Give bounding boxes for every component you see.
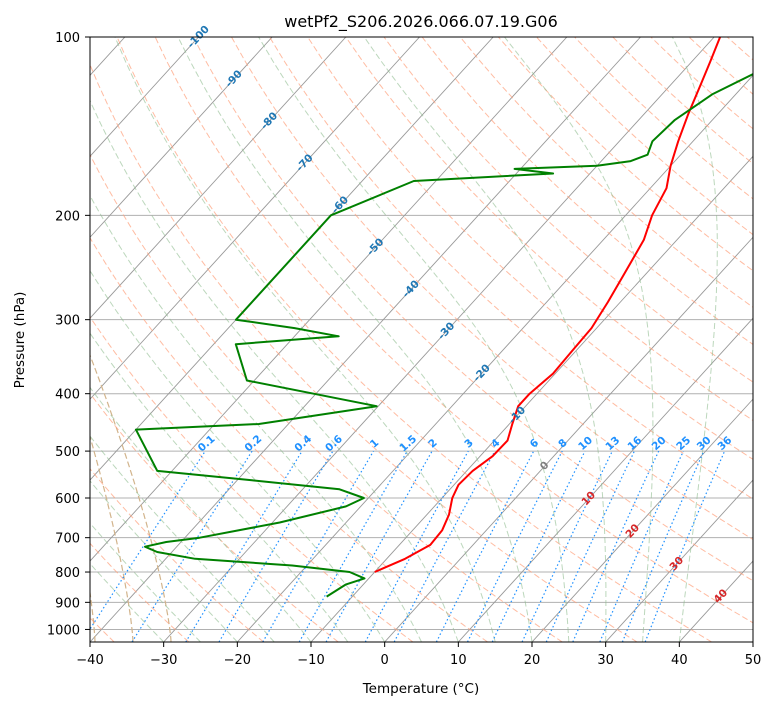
isotherm-line xyxy=(90,37,494,481)
x-tick-label: −40 xyxy=(76,653,103,668)
dry-adiabat-line xyxy=(231,37,753,541)
mixing-ratio-line xyxy=(325,450,433,642)
x-tick-label: −30 xyxy=(150,653,177,668)
dewpoint-profile-line xyxy=(134,72,753,598)
moist-adiabat-line xyxy=(671,37,718,642)
dry-adiabat-line xyxy=(421,37,753,346)
dry-adiabat-line xyxy=(154,37,753,624)
y-tick-label: 800 xyxy=(55,566,80,581)
x-tick-label: −20 xyxy=(224,653,251,668)
dry-adiabat-line xyxy=(345,37,753,421)
y-tick-label: 400 xyxy=(55,388,80,403)
y-tick-label: 300 xyxy=(55,314,80,329)
mixing-ratio-line xyxy=(90,450,206,631)
dry-adiabat-line xyxy=(90,468,264,642)
plot-frame xyxy=(89,36,754,643)
sounding-profiles xyxy=(134,37,753,598)
isotherm-line xyxy=(90,37,420,400)
x-tick-label: 0 xyxy=(381,653,389,668)
dry-adiabat-line xyxy=(765,37,775,642)
y-tick-label: 700 xyxy=(55,532,80,547)
moist-adiabat-line xyxy=(90,562,165,642)
isotherm-line xyxy=(605,479,753,642)
dry-adiabat-line xyxy=(90,63,638,642)
isotherm-line xyxy=(90,37,199,157)
mixing-ratio-line xyxy=(185,450,303,642)
chart-title: wetPf2_S206.2026.066.07.19.G06 xyxy=(284,12,558,32)
mixing-ratio-line xyxy=(131,450,253,642)
moist-adiabat-line xyxy=(90,435,275,642)
mixing-ratio-line xyxy=(466,450,563,642)
moist-adiabat-line xyxy=(504,37,654,642)
dry-adiabat-line xyxy=(459,37,753,308)
isotherm-line xyxy=(90,37,641,642)
x-tick-label: 30 xyxy=(597,653,614,668)
mixing-ratio-line xyxy=(435,450,535,642)
moist-adiabat-line xyxy=(90,386,312,642)
y-tick-label: 900 xyxy=(55,596,80,611)
moist-adiabat-line xyxy=(90,480,238,642)
height-curve xyxy=(90,434,134,642)
isotherm-line xyxy=(90,37,347,319)
mixing-ratio-line xyxy=(298,450,408,642)
isotherm-line xyxy=(163,37,715,642)
x-tick-label: 40 xyxy=(671,653,688,668)
background-grid xyxy=(90,37,775,642)
isotherm-line xyxy=(458,317,753,642)
isotherm-line xyxy=(752,641,753,642)
isotherm-line xyxy=(531,398,753,642)
mixing-ratio-line xyxy=(621,450,705,642)
isotherm-line xyxy=(310,155,753,642)
x-axis-title: Temperature (°C) xyxy=(362,681,480,697)
x-tick-label: 50 xyxy=(745,653,762,668)
y-tick-label: 100 xyxy=(55,31,80,46)
y-tick-label: 1000 xyxy=(47,623,80,638)
isotherm-line xyxy=(237,74,753,642)
dry-adiabat-line xyxy=(307,37,753,460)
dry-adiabat-line xyxy=(90,316,414,642)
moist-adiabat-line xyxy=(90,99,459,642)
temperature-profile-line xyxy=(374,37,722,573)
moist-adiabat-line xyxy=(258,37,570,642)
y-tick-label: 500 xyxy=(55,445,80,460)
moist-adiabat-line xyxy=(90,269,386,642)
moist-adiabat-line xyxy=(90,522,201,642)
isotherm-line xyxy=(90,37,273,238)
moist-adiabat-line xyxy=(363,37,607,642)
dry-adiabat-line xyxy=(90,236,488,642)
dry-adiabat-line xyxy=(192,37,753,582)
moist-adiabat-line xyxy=(177,37,533,642)
y-axis-title: Pressure (hPa) xyxy=(12,292,28,389)
y-tick-label: 600 xyxy=(55,492,80,507)
dry-adiabat-line xyxy=(90,153,563,642)
x-tick-label: −10 xyxy=(297,653,324,668)
y-tick-label: 200 xyxy=(55,209,80,224)
mixing-ratio-line xyxy=(644,450,726,642)
dry-adiabat-line xyxy=(269,37,753,500)
axes: −40 −30 −20 −10 0 10 20 30 40 50 100 200 300 400 500 60… xyxy=(47,31,761,668)
mixing-ratio-line xyxy=(599,450,684,642)
isotherm-line xyxy=(384,236,753,642)
x-tick-label: 20 xyxy=(524,653,541,668)
mixing-ratio-line xyxy=(572,450,660,642)
mixing-ratio-line xyxy=(393,450,496,642)
mixing-ratio-line xyxy=(364,450,469,642)
moist-adiabat-line xyxy=(114,37,496,642)
x-tick-label: 10 xyxy=(450,653,467,668)
